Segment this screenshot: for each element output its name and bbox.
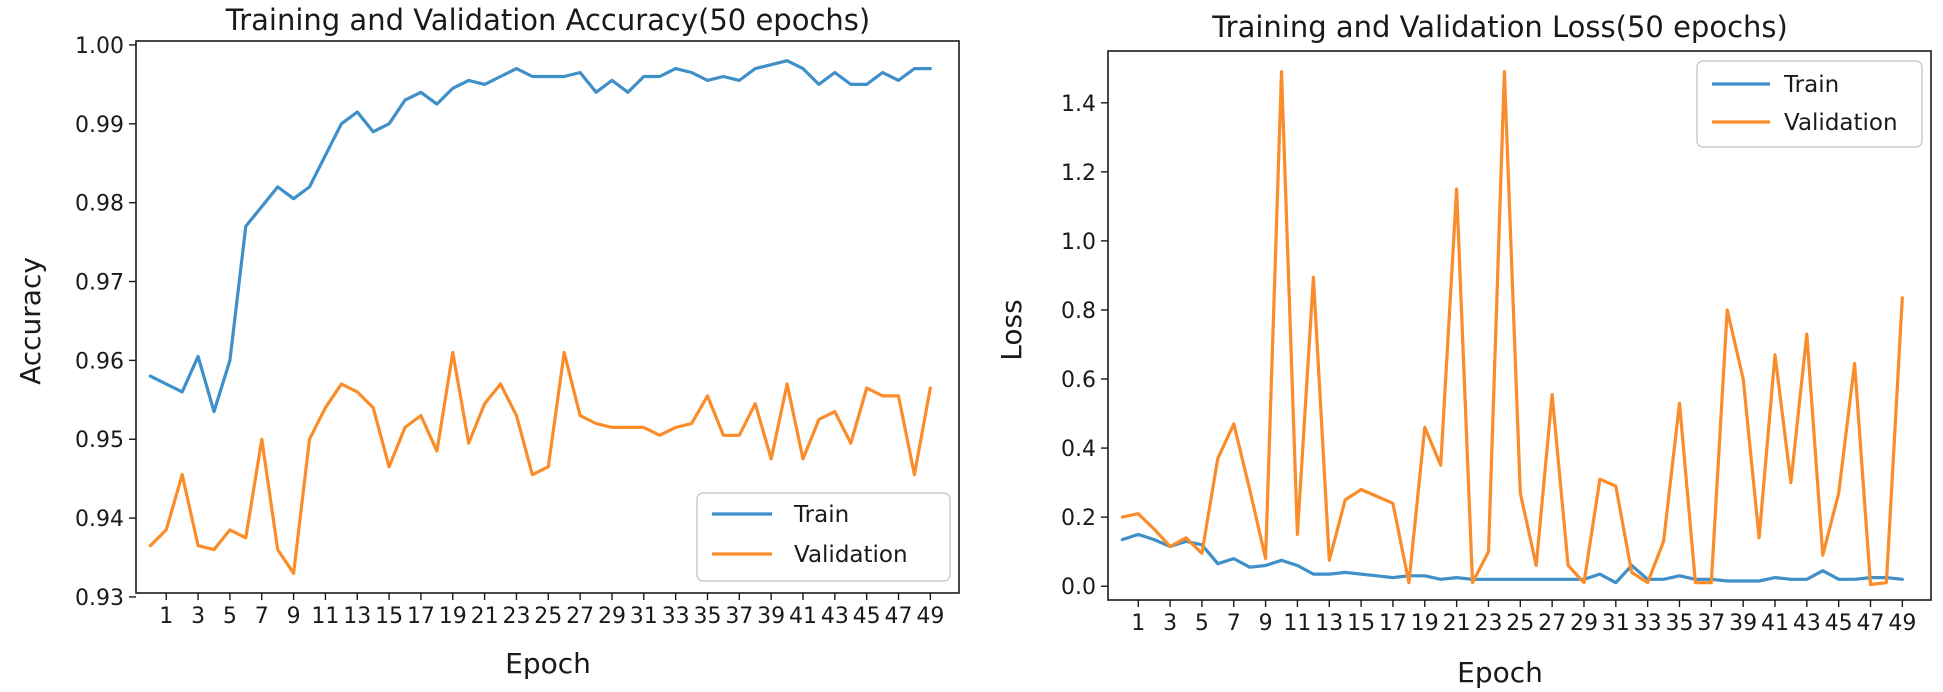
accuracy-plot-frame [135,40,960,594]
loss-series [1120,70,1904,587]
accuracy-x-tick-label: 15 [375,604,403,629]
accuracy-y-tick-label: 0.94 [75,507,124,532]
loss-x-axis-label: Epoch [1457,656,1543,689]
accuracy-chart: Training and Validation Accuracy(50 epoc… [14,3,960,680]
accuracy-x-tick-label: 17 [407,604,435,629]
accuracy-x-tick-label: 33 [662,604,690,629]
accuracy-y-tick-label: 0.95 [75,428,124,453]
loss-y-axis-label: Loss [995,299,1028,360]
accuracy-y-tick-label: 0.99 [75,113,124,138]
accuracy-x-tick-label: 45 [853,604,881,629]
loss-y-tick-label: 1.2 [1061,161,1096,186]
loss-y-tick-label: 0.6 [1061,368,1096,393]
accuracy-y-ticks: 0.93 0.94 0.95 0.96 0.97 0.98 0.99 1.00 [75,34,136,611]
accuracy-x-tick-label: 43 [821,604,849,629]
accuracy-x-axis-label: Epoch [505,647,591,680]
accuracy-y-tick-label: 0.93 [75,586,124,611]
accuracy-x-tick-label: 49 [916,604,944,629]
loss-x-tick-label: 15 [1347,611,1375,636]
loss-x-tick-label: 35 [1665,611,1693,636]
accuracy-x-tick-label: 11 [311,604,339,629]
loss-x-tick-label: 19 [1411,611,1439,636]
loss-y-ticks: 0.0 0.2 0.4 0.6 0.8 1.0 1.2 1.4 [1061,92,1108,600]
accuracy-y-axis-label: Accuracy [14,257,47,385]
accuracy-y-tick-label: 0.98 [75,192,124,217]
accuracy-x-tick-label: 1 [159,604,173,629]
accuracy-x-tick-label: 21 [471,604,499,629]
loss-series-train [1120,532,1904,585]
accuracy-y-tick-label: 1.00 [75,34,124,59]
accuracy-x-tick-label: 37 [725,604,753,629]
loss-x-tick-label: 7 [1227,611,1241,636]
loss-chart-title: Training and Validation Loss(50 epochs) [1211,10,1788,44]
accuracy-x-tick-label: 35 [693,604,721,629]
loss-y-tick-label: 1.0 [1061,230,1096,255]
loss-x-tick-label: 37 [1697,611,1725,636]
loss-y-tick-label: 0.4 [1061,437,1096,462]
loss-x-tick-label: 43 [1793,611,1821,636]
loss-x-tick-label: 13 [1315,611,1343,636]
accuracy-x-ticks: 1 3 5 7 9 11 13 15 17 19 21 23 25 27 29 31 33 35 37 39 41 43 4… [159,593,944,629]
accuracy-x-tick-label: 13 [343,604,371,629]
loss-x-tick-label: 17 [1379,611,1407,636]
loss-y-tick-label: 0.0 [1061,575,1096,600]
loss-legend: Train Validation [1696,60,1923,148]
loss-x-tick-label: 21 [1443,611,1471,636]
loss-x-tick-label: 23 [1474,611,1502,636]
loss-x-tick-label: 11 [1283,611,1311,636]
loss-x-tick-label: 27 [1538,611,1566,636]
accuracy-x-tick-label: 31 [630,604,658,629]
accuracy-x-tick-label: 3 [191,604,205,629]
accuracy-series-train [148,59,932,414]
loss-x-tick-label: 29 [1570,611,1598,636]
accuracy-x-tick-label: 25 [534,604,562,629]
loss-x-tick-label: 9 [1259,611,1273,636]
loss-legend-validation-label: Validation [1784,110,1898,136]
accuracy-x-tick-label: 19 [439,604,467,629]
accuracy-x-tick-label: 41 [789,604,817,629]
accuracy-x-tick-label: 29 [598,604,626,629]
loss-legend-train-label: Train [1783,72,1839,98]
loss-y-tick-label: 1.4 [1061,92,1096,117]
loss-x-tick-label: 31 [1602,611,1630,636]
accuracy-chart-title: Training and Validation Accuracy(50 epoc… [225,3,870,37]
accuracy-x-tick-label: 5 [223,604,237,629]
accuracy-x-tick-label: 47 [885,604,913,629]
loss-x-tick-label: 45 [1825,611,1853,636]
loss-y-tick-label: 0.8 [1061,299,1096,324]
accuracy-series-validation [148,350,932,575]
accuracy-x-tick-label: 27 [566,604,594,629]
loss-x-tick-label: 3 [1163,611,1177,636]
accuracy-legend-validation-label: Validation [794,542,908,568]
accuracy-series [148,59,932,575]
loss-x-tick-label: 1 [1131,611,1145,636]
loss-x-tick-label: 41 [1761,611,1789,636]
loss-series-validation [1120,70,1904,587]
loss-x-tick-label: 5 [1195,611,1209,636]
loss-y-tick-label: 0.2 [1061,506,1096,531]
accuracy-x-tick-label: 9 [287,604,301,629]
accuracy-legend-train-label: Train [793,502,849,528]
loss-chart: Training and Validation Loss(50 epochs) … [995,10,1932,689]
accuracy-x-tick-label: 39 [757,604,785,629]
loss-x-ticks: 1 3 5 7 9 11 13 15 17 19 21 23 25 27 29 31 33 35 37 39 41 43 4… [1131,600,1916,636]
loss-x-tick-label: 49 [1888,611,1916,636]
loss-x-tick-label: 47 [1857,611,1885,636]
loss-x-tick-label: 39 [1729,611,1757,636]
accuracy-y-tick-label: 0.97 [75,271,124,296]
loss-x-tick-label: 25 [1506,611,1534,636]
loss-x-tick-label: 33 [1634,611,1662,636]
loss-plot-frame [1107,50,1932,601]
accuracy-y-tick-label: 0.96 [75,349,124,374]
accuracy-x-tick-label: 23 [502,604,530,629]
accuracy-x-tick-label: 7 [255,604,269,629]
accuracy-legend: Train Validation [696,492,951,582]
